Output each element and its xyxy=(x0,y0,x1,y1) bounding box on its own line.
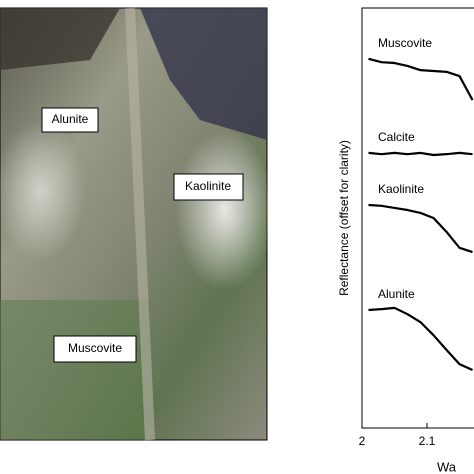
spectrum-line xyxy=(368,203,473,254)
series-label: Calcite xyxy=(378,130,415,144)
spectrum-line xyxy=(368,57,474,101)
series-label: Kaolinite xyxy=(378,182,424,196)
image-label: Alunite xyxy=(52,112,89,126)
x-tick-label: 2.1 xyxy=(419,434,436,448)
series-label: Alunite xyxy=(378,287,415,301)
y-axis-label: Reflectance (offset for clarity) xyxy=(337,140,351,296)
satellite-image: Alunite Kaolinite Muscovite xyxy=(0,7,275,441)
x-tick-label: 2 xyxy=(359,434,366,448)
spectrum-line xyxy=(368,306,473,372)
plot-frame xyxy=(361,7,474,429)
series-label: Muscovite xyxy=(378,36,432,50)
spectrum-line xyxy=(368,151,473,157)
image-label: Kaolinite xyxy=(185,179,231,193)
x-axis-label: Wa xyxy=(437,459,457,474)
image-label: Muscovite xyxy=(68,341,122,355)
